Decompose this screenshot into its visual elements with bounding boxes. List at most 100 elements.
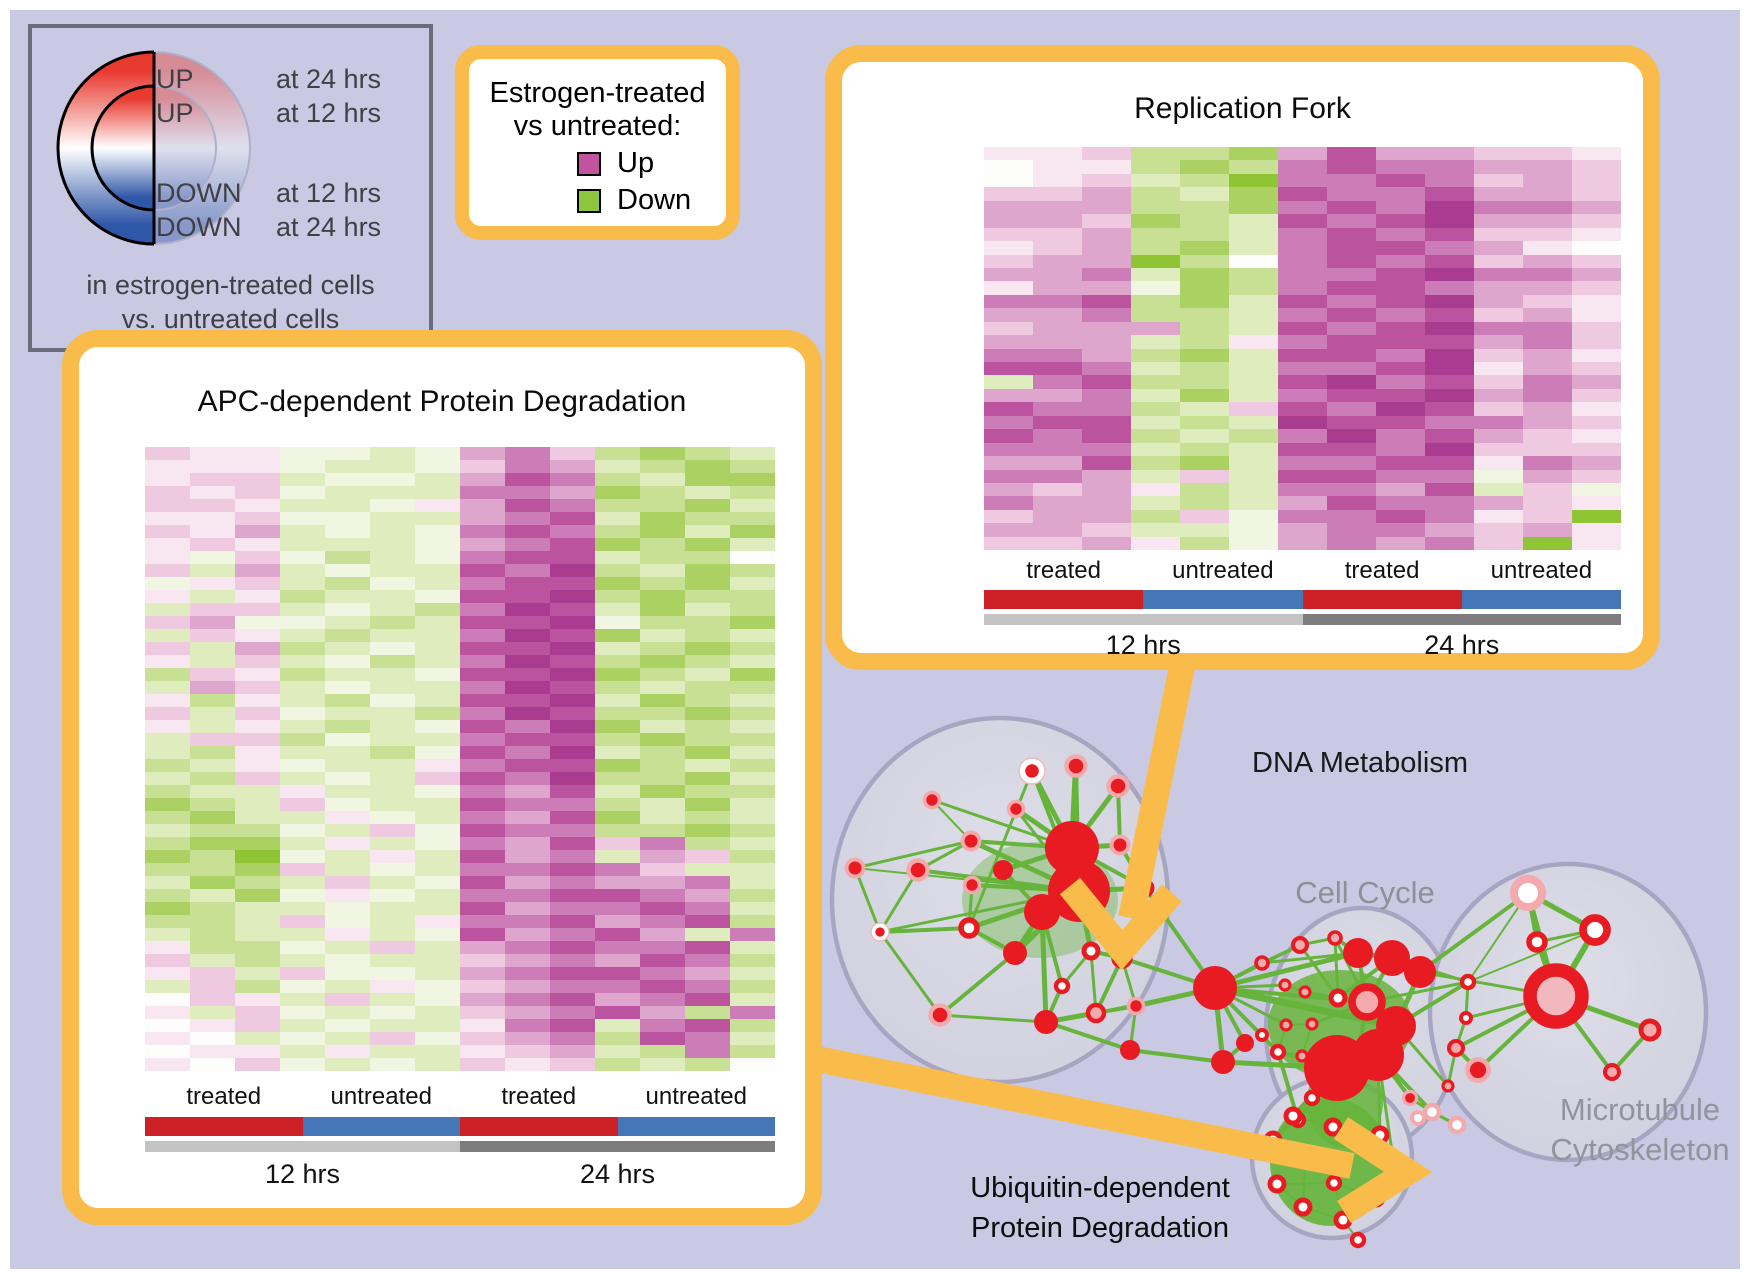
condition-label-untreated-3: untreated: [1490, 557, 1593, 584]
heatmap-row: [145, 551, 775, 564]
heatmap-cell: [460, 525, 505, 538]
heatmap-cell: [415, 746, 460, 759]
heatmap-cell: [640, 837, 685, 850]
heatmap-cell: [145, 954, 190, 967]
heatmap-cell: [325, 889, 370, 902]
heatmap-cell: [145, 473, 190, 486]
heatmap-cell: [595, 967, 640, 980]
heatmap-cell: [145, 811, 190, 824]
heatmap-cell: [1425, 362, 1474, 376]
heatmap-cell: [460, 798, 505, 811]
heatmap-cell: [415, 811, 460, 824]
heatmap-cell: [1180, 267, 1229, 282]
heatmap-cell: [145, 1019, 190, 1032]
heatmap-cell: [235, 1032, 280, 1045]
condition-label-untreated-1: untreated: [330, 1083, 432, 1110]
heatmap-cell: [550, 746, 595, 759]
heatmap-cell: [325, 980, 370, 993]
heatmap-cell: [190, 1045, 235, 1058]
heatmap-cell: [1523, 456, 1572, 470]
heatmap-cell: [505, 473, 550, 486]
heatmap-cell: [595, 629, 640, 642]
heatmap-cell: [460, 694, 505, 707]
heatmap-cell: [460, 1058, 505, 1071]
heatmap-cell: [1180, 147, 1229, 161]
heatmap-cell: [640, 668, 685, 681]
heatmap-cell: [595, 486, 640, 499]
time-label-24hrs: 24 hrs: [579, 1159, 656, 1189]
heatmap-cell: [1082, 415, 1131, 430]
heatmap-cell: [550, 1045, 595, 1058]
heatmap-cell: [1131, 254, 1180, 268]
heatmap-cell: [1572, 536, 1621, 551]
heatmap-cell: [370, 538, 415, 551]
heatmap-cell: [730, 629, 775, 642]
heatmap-cell: [1229, 200, 1278, 215]
heatmap-cell: [1425, 147, 1474, 161]
heatmap-cell: [145, 1058, 190, 1071]
heatmap-cell: [280, 1006, 325, 1019]
heatmap-cell: [984, 442, 1033, 457]
heatmap-cell: [685, 694, 730, 707]
heatmap-cell: [595, 499, 640, 512]
heatmap-cell: [280, 746, 325, 759]
heatmap-cell: [235, 772, 280, 785]
heatmap-cell: [640, 1032, 685, 1045]
heatmap-cell: [460, 733, 505, 746]
heatmap-row: [984, 335, 1621, 349]
heatmap-cell: [460, 603, 505, 616]
heatmap-cell: [595, 707, 640, 720]
heatmap-cell: [145, 902, 190, 915]
heatmap-cell: [325, 993, 370, 1006]
heatmap-row: [984, 187, 1621, 201]
heatmap-cell: [595, 824, 640, 837]
heatmap-row: [145, 447, 775, 460]
heatmap-cell: [550, 473, 595, 486]
heatmap-cell: [685, 785, 730, 798]
heatmap-cell: [235, 941, 280, 954]
heatmap-cell: [145, 915, 190, 928]
heatmap-cell: [460, 681, 505, 694]
heatmap-cell: [1425, 321, 1474, 336]
heatmap-cell: [370, 941, 415, 954]
heatmap-cell: [550, 1006, 595, 1019]
heatmap-cell: [1425, 509, 1474, 524]
heatmap-cell: [1523, 335, 1572, 349]
heatmap-cell: [505, 1032, 550, 1045]
heatmap-row: [984, 442, 1621, 457]
heatmap-cell: [1180, 456, 1229, 470]
heatmap-row: [145, 967, 775, 980]
heatmap-row: [145, 850, 775, 863]
heatmap-cell: [1523, 267, 1572, 282]
heatmap-cell: [1229, 429, 1278, 443]
heatmap-cell: [235, 1058, 280, 1071]
heatmap-cell: [235, 837, 280, 850]
heatmap-cell: [460, 512, 505, 525]
heatmap-row: [145, 512, 775, 525]
heatmap-row: [984, 160, 1621, 174]
heatmap-cell: [1327, 241, 1376, 255]
heatmap-cell: [1131, 160, 1180, 174]
heatmap-cell: [1572, 523, 1621, 537]
heatmap-cell: [1082, 482, 1131, 497]
heatmap-cell: [1082, 509, 1131, 524]
heatmap-cell: [640, 928, 685, 941]
heatmap-cell: [595, 733, 640, 746]
heatmap-cell: [550, 759, 595, 772]
heatmap-cell: [1327, 281, 1376, 295]
heatmap-cell: [640, 642, 685, 655]
heatmap-cell: [145, 499, 190, 512]
heatmap-row: [984, 375, 1621, 389]
heatmap-cell: [595, 746, 640, 759]
heatmap-cell: [1131, 281, 1180, 295]
heatmap-cell: [370, 980, 415, 993]
heatmap-cell: [460, 1019, 505, 1032]
heatmap-cell: [1425, 267, 1474, 282]
heatmap-cell: [1376, 308, 1425, 322]
heatmap-cell: [325, 824, 370, 837]
heatmap-cell: [640, 889, 685, 902]
heatmap-cell: [325, 642, 370, 655]
heatmap-cell: [1278, 294, 1327, 309]
heatmap-cell: [190, 798, 235, 811]
heatmap-row: [984, 227, 1621, 242]
